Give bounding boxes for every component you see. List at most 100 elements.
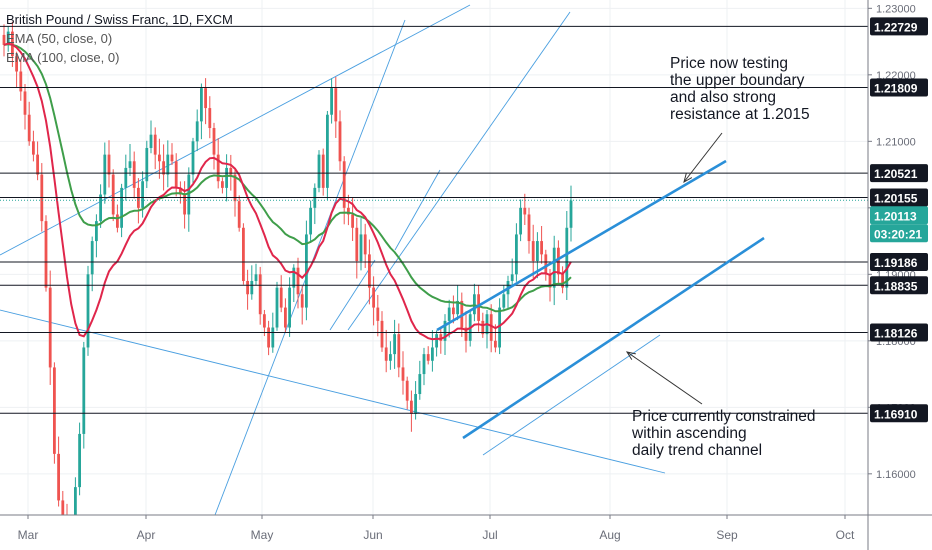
candle-body (174, 161, 178, 188)
candle-body (292, 267, 296, 288)
candle-body (489, 314, 493, 341)
candle-body (296, 267, 300, 295)
ema-100-legend: EMA (100, close, 0) (6, 50, 120, 65)
annotation-resistance: Price now testing the upper boundary and… (670, 55, 810, 123)
ema-50-line (3, 42, 572, 341)
candle-body (447, 307, 451, 321)
chart-title: British Pound / Swiss Franc, 1D, FXCM (6, 12, 233, 27)
candle-body (99, 194, 102, 222)
annotation-line: Price now testing (670, 55, 789, 72)
candle-body (401, 367, 405, 381)
candle-body (393, 334, 396, 355)
candle-body (540, 241, 543, 255)
candle-body (19, 71, 23, 92)
candle-body (397, 334, 401, 368)
candle-body (242, 227, 245, 281)
candle-body (309, 207, 312, 235)
candle-body (422, 354, 426, 375)
candle-body (300, 294, 304, 308)
candle-body (355, 227, 359, 262)
arrow-head (683, 173, 693, 184)
candle-body (305, 234, 308, 308)
candle-body (279, 287, 283, 308)
candle-body (74, 487, 77, 534)
candle-body (464, 327, 468, 341)
candle-body (212, 128, 216, 155)
candle-body (544, 254, 548, 275)
candle-body (288, 287, 291, 328)
last-price-label-box (870, 206, 928, 225)
annotation-channel: Price currently constrained within ascen… (632, 408, 816, 459)
candle-body (183, 194, 186, 215)
candle-body (103, 154, 107, 195)
chart-grid (0, 0, 868, 515)
price-tick-label: 1.21000 (876, 136, 916, 148)
candle-body (368, 254, 371, 288)
level-price-label: 1.16910 (874, 407, 918, 421)
candle-body (418, 374, 422, 395)
candle-body (124, 167, 128, 188)
candle-body (191, 141, 195, 175)
annotation-line: Price currently constrained (632, 408, 816, 425)
candle-body (2, 34, 6, 45)
candle-body (561, 274, 564, 288)
candle-body (86, 274, 90, 348)
candle-body (263, 314, 266, 328)
candle-body (229, 167, 233, 175)
time-tick-label: Jun (363, 528, 382, 542)
candle-body (195, 121, 199, 142)
candle-body (523, 207, 527, 215)
candle-body (359, 234, 363, 262)
candle-body (557, 247, 560, 275)
candle-body (284, 307, 287, 328)
candle-body (208, 108, 212, 129)
candle-body (78, 433, 81, 488)
candle-body (321, 154, 325, 188)
candle-body (502, 294, 506, 308)
candle-body (95, 221, 98, 242)
candle-body (565, 227, 569, 288)
annotation-arrows (625, 132, 723, 405)
annotation-line: within ascending (632, 425, 747, 442)
level-price-label-box (870, 276, 928, 295)
candle-body (338, 121, 342, 162)
channel-upper-line (436, 159, 727, 332)
annotation-line: the upper boundary (670, 72, 805, 89)
candle-body (23, 91, 27, 115)
candle-body (162, 161, 165, 175)
last-price-label: 1.20113 (874, 209, 917, 223)
candle-body (61, 500, 65, 518)
ema-50-legend: EMA (50, close, 0) (6, 31, 113, 46)
candle-body (342, 161, 346, 208)
level-price-label: 1.18126 (874, 326, 918, 340)
annotation-line: daily trend channel (632, 442, 763, 459)
arrow-shaft (683, 132, 723, 183)
candle-body (225, 167, 228, 188)
candle-body (246, 280, 249, 295)
candle-body (27, 114, 31, 142)
time-tick-label: Mar (18, 528, 39, 542)
candle-body (141, 181, 144, 208)
candle-body (82, 347, 86, 434)
chart-legend: British Pound / Swiss Franc, 1D, FXCM EM… (6, 10, 233, 67)
candle-body (158, 154, 161, 162)
candle-body (128, 161, 132, 168)
candle-body (233, 174, 237, 202)
candle-body (351, 214, 354, 228)
horizontal-levels (0, 25, 868, 414)
candle-body (254, 274, 258, 281)
level-price-label-box (870, 17, 928, 36)
candle-body (363, 234, 367, 255)
level-price-label: 1.21809 (874, 82, 918, 96)
candle-body (498, 307, 501, 348)
level-price-label: 1.19186 (874, 256, 918, 270)
level-price-label: 1.20521 (874, 167, 918, 181)
trend-line (0, 309, 666, 474)
time-axis-panel (0, 515, 932, 550)
candle-body (405, 380, 409, 401)
candle-body (334, 88, 338, 122)
level-price-label: 1.18835 (874, 279, 918, 293)
candle-body (473, 294, 476, 315)
